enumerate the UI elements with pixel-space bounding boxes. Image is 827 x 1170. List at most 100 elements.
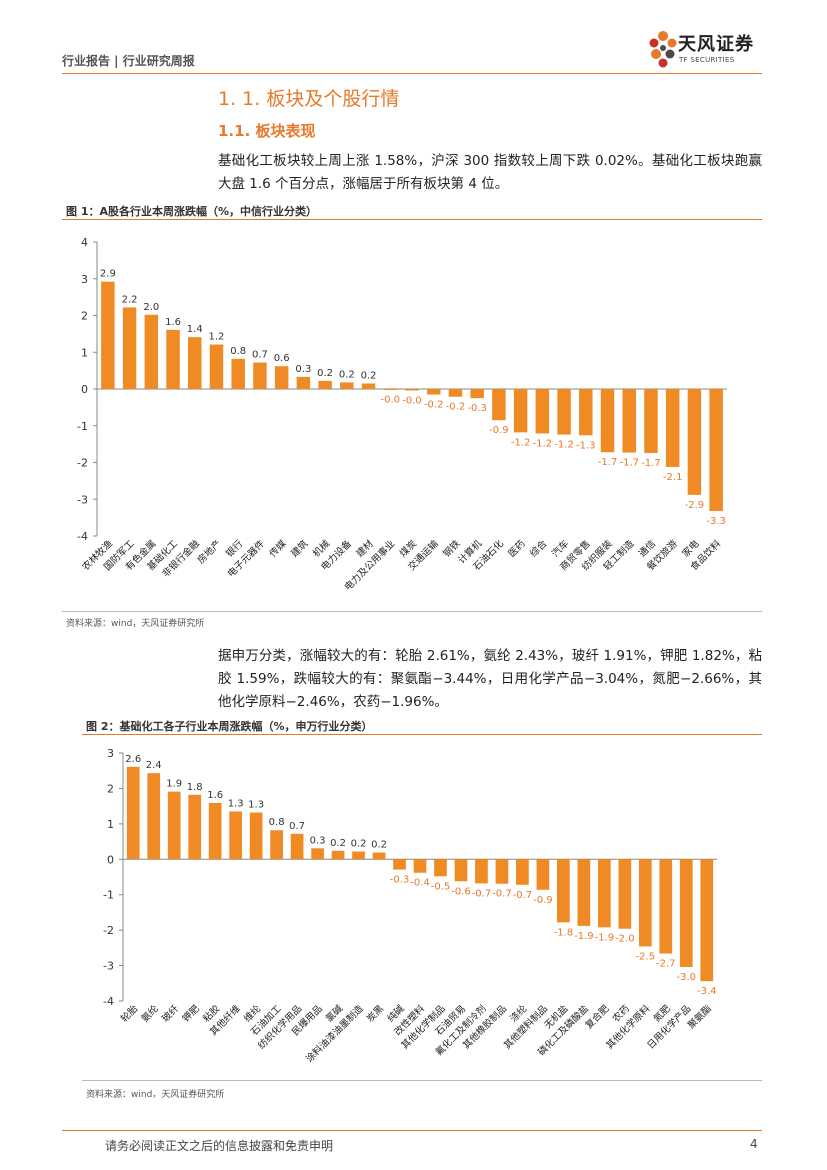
bar-value-label: 0.3 xyxy=(310,835,326,846)
bar-value-label: 0.7 xyxy=(289,821,305,832)
bar xyxy=(597,859,611,928)
bar xyxy=(393,859,406,870)
bar-value-label: -2.5 xyxy=(636,951,656,962)
bar-value-label: 0.2 xyxy=(371,840,387,851)
bar xyxy=(434,859,447,877)
bar xyxy=(687,389,702,495)
figure1-title: 图 1：A股各行业本周涨跌幅（%，中信行业分类） xyxy=(66,205,318,218)
bar-value-label: -1.7 xyxy=(619,458,639,469)
bar-value-label: -1.9 xyxy=(574,931,594,942)
bar xyxy=(352,851,365,860)
bar xyxy=(579,389,593,436)
bar xyxy=(126,766,140,860)
bar-value-label: 0.8 xyxy=(269,817,285,828)
bar-value-label: 1.3 xyxy=(248,800,264,811)
bar xyxy=(448,389,463,397)
bar xyxy=(331,850,345,860)
figure2-title: 图 2：基础化工各子行业本周涨跌幅（%，申万行业分类） xyxy=(86,720,373,733)
footer-disclaimer: 请务必阅读正文之后的信息披露和免责申明 xyxy=(105,1139,334,1153)
y-tick-label: 4 xyxy=(81,236,88,249)
bar xyxy=(536,859,550,890)
bar-value-label: 0.8 xyxy=(230,346,246,357)
bar-value-label: 1.9 xyxy=(166,779,182,790)
bar-value-label: -1.3 xyxy=(576,440,596,451)
figure1-title-divider xyxy=(62,219,762,220)
category-label: 综合 xyxy=(528,537,550,559)
bar-value-label: 2.9 xyxy=(100,269,116,280)
bar xyxy=(638,859,652,947)
bar xyxy=(144,314,159,389)
bar xyxy=(340,382,354,389)
bar-value-label: 0.2 xyxy=(361,370,377,381)
y-tick-label: -1 xyxy=(77,420,88,433)
bar-value-label: 1.2 xyxy=(209,332,225,343)
y-tick-label: 3 xyxy=(107,747,114,760)
bar xyxy=(709,389,723,512)
category-label: 传媒 xyxy=(267,537,289,559)
bar xyxy=(188,794,202,860)
bar xyxy=(644,389,658,453)
bar-value-label: 0.7 xyxy=(252,350,268,361)
bar-value-label: -2.0 xyxy=(615,934,635,945)
bar-value-label: -2.1 xyxy=(663,472,683,483)
bar xyxy=(318,380,332,389)
bar-value-label: 0.3 xyxy=(295,364,311,375)
bar-value-label: 1.3 xyxy=(228,798,244,809)
y-tick-label: 3 xyxy=(81,273,88,286)
bar xyxy=(290,833,304,860)
bar-value-label: 0.2 xyxy=(317,368,333,379)
figure2-source-divider xyxy=(82,1080,762,1081)
bar xyxy=(516,859,529,885)
footer-divider xyxy=(62,1130,762,1131)
y-tick-label: 2 xyxy=(81,310,88,323)
y-tick-label: -2 xyxy=(103,924,114,937)
bar xyxy=(231,358,245,389)
bar-value-label: -3.0 xyxy=(677,972,697,983)
bar-value-label: 2.4 xyxy=(146,760,162,771)
bar-value-label: -0.3 xyxy=(467,403,487,414)
bar xyxy=(454,859,468,882)
bar xyxy=(557,389,571,435)
category-label: 建筑 xyxy=(289,537,311,559)
logo-chinese-name: 天风证券 xyxy=(678,34,754,55)
bar-value-label: -1.8 xyxy=(554,927,574,938)
bar-value-label: 2.0 xyxy=(143,302,159,313)
bar xyxy=(622,389,636,453)
bar-value-label: 0.6 xyxy=(274,353,290,364)
bar-value-label: 0.2 xyxy=(330,838,346,849)
bar xyxy=(665,389,680,467)
y-tick-label: -4 xyxy=(103,995,114,1008)
bar xyxy=(188,337,202,389)
bar-value-label: -0.9 xyxy=(489,425,509,436)
bar xyxy=(470,389,484,399)
logo-english-name: TF SECURITIES xyxy=(679,56,735,64)
flower-logo-icon xyxy=(649,31,677,68)
category-label: 复合肥 xyxy=(583,1002,612,1031)
bar-value-label: -1.2 xyxy=(511,437,531,448)
bar-value-label: -0.0 xyxy=(402,395,422,406)
y-tick-label: -2 xyxy=(77,457,88,470)
y-tick-label: 2 xyxy=(107,782,114,795)
bar xyxy=(492,389,506,421)
bar-value-label: -0.0 xyxy=(381,395,401,406)
bar-value-label: 0.2 xyxy=(351,838,367,849)
figure2-source: 资料来源：wind，天风证券研究所 xyxy=(86,1090,225,1100)
category-label: 房地产 xyxy=(195,538,224,567)
figure1-source-divider xyxy=(62,611,762,612)
bar-value-label: -0.7 xyxy=(513,890,533,901)
bar-value-label: -1.7 xyxy=(641,458,661,469)
bar-value-label: 1.6 xyxy=(207,790,223,801)
bar xyxy=(475,859,488,884)
y-tick-label: -3 xyxy=(103,960,114,973)
figure2-chart: 3210-1-2-3-42.6轮胎2.4氨纶1.9玻纤1.8钾肥1.6粘胶1.3… xyxy=(103,747,717,1065)
subindustry-summary-paragraph: 据申万分类，涨幅较大的有：轮胎 2.61%，氨纶 2.43%，玻纤 1.91%，… xyxy=(218,648,762,710)
bar xyxy=(383,389,398,390)
bar-value-label: -0.7 xyxy=(492,889,512,900)
y-tick-label: 1 xyxy=(81,346,88,359)
bar xyxy=(495,859,509,884)
header-divider xyxy=(62,73,762,74)
category-label: 轮胎 xyxy=(118,1002,140,1024)
subsection-heading: 1.1. 板块表现 xyxy=(218,122,316,140)
bar-value-label: -1.2 xyxy=(533,438,553,449)
bar xyxy=(577,859,591,926)
